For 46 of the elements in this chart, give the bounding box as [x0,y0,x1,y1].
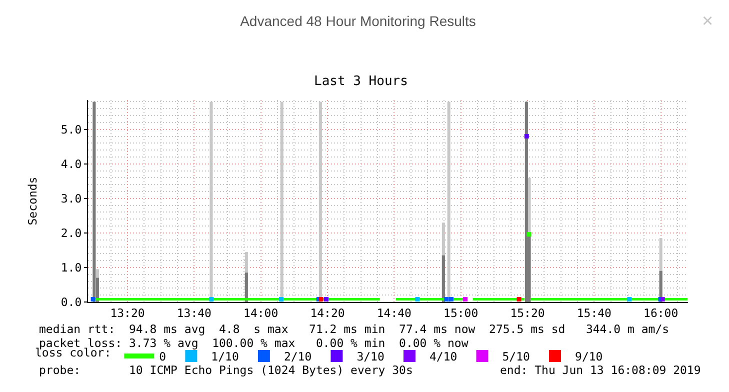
x-tick-label: 14:40 [376,306,412,320]
y-tick-label: 2.0 [60,226,82,240]
text: end: Thu Jun 13 16:08:09 2019 [500,363,701,377]
legend-label: 2/10 [284,349,312,364]
legend-label: 3/10 [356,349,384,364]
x-tick-label: 14:20 [310,306,345,320]
x-tick-label: 13:40 [176,306,212,320]
y-tick-label: 1.0 [60,260,82,274]
x-tick-label: 15:40 [576,306,612,320]
x-tick-label: 15:00 [444,306,478,320]
point [90,296,96,302]
x-tick-label: 13:20 [110,306,145,320]
point [448,296,454,302]
text: probe: 10 ICMP Echo Pings (1024 Bytes) every 30s [39,363,413,377]
legend-label: 5/10 [502,349,530,364]
legend-label: 0 [159,349,166,364]
legend-label: 4/10 [429,349,458,364]
chart-title: Advanced 48 Hour Monitoring Results [240,12,476,29]
chart-subtitle: Last 3 Hours [314,74,408,89]
point [516,296,522,302]
point [462,296,468,302]
x-tick-label: 16:00 [644,306,678,320]
point [444,296,449,302]
point [209,296,214,302]
x-tick-label: 15:20 [510,306,545,320]
text: median rtt: 94.8 ms avg 4.8 s max 71.2 ms min 77.4 ms now 275.5 ms sd 344.0 m am/s [39,322,670,336]
legend-label: 9/10 [575,349,603,364]
legend-label: 1/10 [211,349,239,364]
y-tick-label: 4.0 [60,156,82,171]
point [318,296,324,302]
bar [244,272,248,302]
point [627,296,632,302]
text: × [702,11,714,32]
point [278,296,284,302]
y-tick-label: 0.0 [60,295,82,310]
x-tick-label: 14:00 [244,306,278,320]
y-axis-title: Seconds [25,176,40,226]
point [524,134,529,139]
point [415,296,420,302]
y-tick-label: 5.0 [60,122,82,136]
bar [92,102,96,302]
bar [524,102,528,302]
point [526,232,532,237]
bar [442,255,445,302]
y-tick-label: 3.0 [60,191,82,206]
point [324,296,328,302]
